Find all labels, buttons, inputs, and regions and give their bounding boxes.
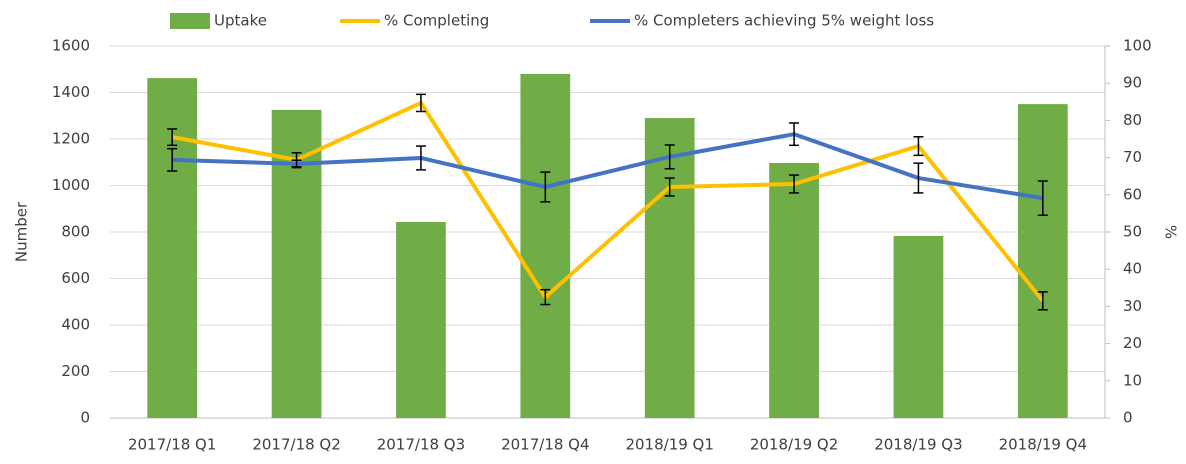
y-axis-label: Number (13, 201, 31, 262)
x-tick-label: 2017/18 Q2 (252, 436, 340, 454)
y-tick-label: 200 (61, 362, 90, 380)
y-tick-label: 0 (80, 409, 90, 427)
y2-tick-label: 40 (1123, 260, 1142, 278)
y-tick-label: 400 (61, 316, 90, 334)
y-tick-label: 1400 (52, 83, 90, 101)
error-bar (540, 288, 551, 306)
y-tick-label: 600 (61, 269, 90, 287)
y2-tick-label: 60 (1123, 185, 1142, 203)
bar (520, 73, 571, 419)
y-tick-label: 800 (61, 223, 90, 241)
y2-tick-label: 10 (1123, 371, 1142, 389)
x-tick-label: 2018/19 Q2 (750, 436, 838, 454)
y2-tick-label: 70 (1123, 148, 1142, 166)
x-tick-label: 2018/19 Q1 (625, 436, 713, 454)
bar (893, 235, 944, 418)
error-bar (913, 136, 924, 157)
legend-label: % Completers achieving 5% weight loss (634, 12, 934, 30)
x-tick-label: 2017/18 Q1 (128, 436, 216, 454)
x-tick-label: 2017/18 Q4 (501, 436, 589, 454)
error-bar (291, 159, 302, 169)
legend-swatch (170, 13, 210, 29)
error-bar (664, 144, 675, 170)
y2-axis-label: % (1162, 225, 1180, 239)
line (172, 132, 1044, 201)
error-bar (789, 174, 800, 194)
y2-tick-label: 100 (1123, 37, 1152, 55)
error-bar (540, 171, 551, 203)
legend-label: % Completing (384, 12, 489, 30)
y2-tick-label: 90 (1123, 74, 1142, 92)
line (171, 100, 1045, 303)
error-bar (415, 93, 426, 113)
error-bar (664, 177, 675, 197)
error-bar (1037, 291, 1048, 311)
x-tick-label: 2017/18 Q3 (377, 436, 465, 454)
y-tick-label: 1200 (52, 130, 90, 148)
y2-tick-label: 80 (1123, 111, 1142, 129)
bar (396, 222, 446, 418)
y-tick-label: 1600 (52, 37, 90, 55)
error-bar (415, 145, 426, 171)
error-bar (1037, 180, 1048, 217)
x-tick-label: 2018/19 Q4 (999, 436, 1087, 454)
error-bar (789, 122, 800, 147)
bar (1017, 104, 1068, 418)
y-tick-label: 1000 (52, 176, 90, 194)
y2-tick-label: 0 (1123, 409, 1133, 427)
x-tick-label: 2018/19 Q3 (874, 436, 962, 454)
y2-tick-label: 30 (1123, 297, 1142, 315)
legend-label: Uptake (214, 12, 267, 30)
bar (769, 162, 819, 418)
error-bar (913, 162, 924, 194)
error-bar (167, 147, 178, 172)
y2-tick-label: 50 (1123, 223, 1142, 241)
y2-tick-label: 20 (1123, 334, 1142, 352)
error-bar (167, 128, 178, 147)
